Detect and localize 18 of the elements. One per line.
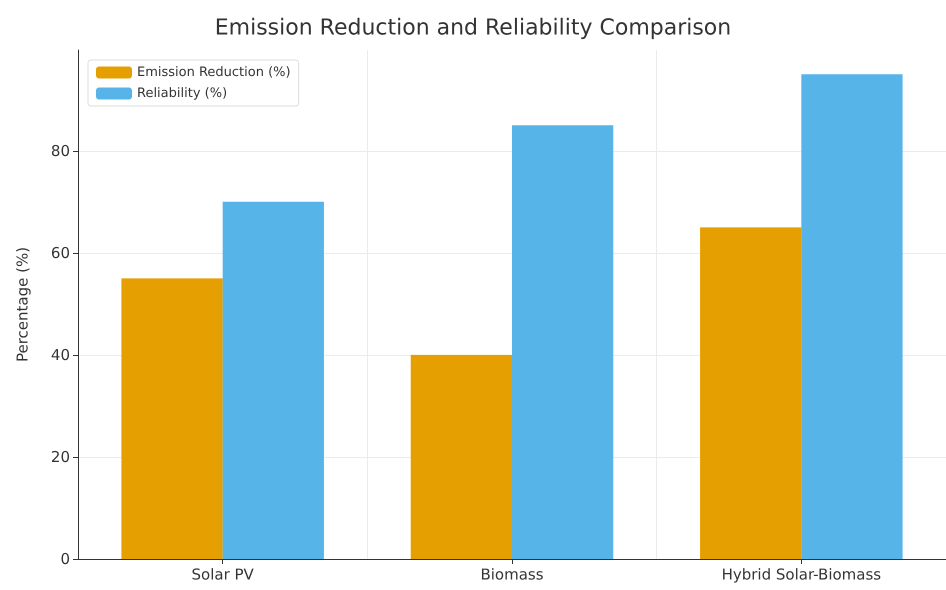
- y-axis-title: Percentage (%): [14, 246, 32, 362]
- bar: [801, 74, 903, 559]
- bar: [410, 354, 512, 559]
- bar: [700, 227, 802, 559]
- y-tick-label: 80: [50, 142, 70, 160]
- y-tick-label: 60: [50, 244, 70, 262]
- bar: [512, 125, 614, 559]
- x-tick-label: Biomass: [480, 566, 544, 584]
- bar: [121, 278, 223, 559]
- bar: [222, 202, 324, 559]
- x-tick-label: Solar PV: [192, 566, 255, 584]
- y-tick-label: 0: [60, 550, 70, 568]
- legend-label: Emission Reduction (%): [137, 65, 291, 80]
- chart-title: Emission Reduction and Reliability Comparison: [214, 16, 732, 40]
- legend-label: Reliability (%): [137, 86, 228, 101]
- y-tick-label: 40: [50, 346, 70, 364]
- y-tick-label: 20: [50, 448, 70, 466]
- x-tick-label: Hybrid Solar-Biomass: [722, 566, 882, 584]
